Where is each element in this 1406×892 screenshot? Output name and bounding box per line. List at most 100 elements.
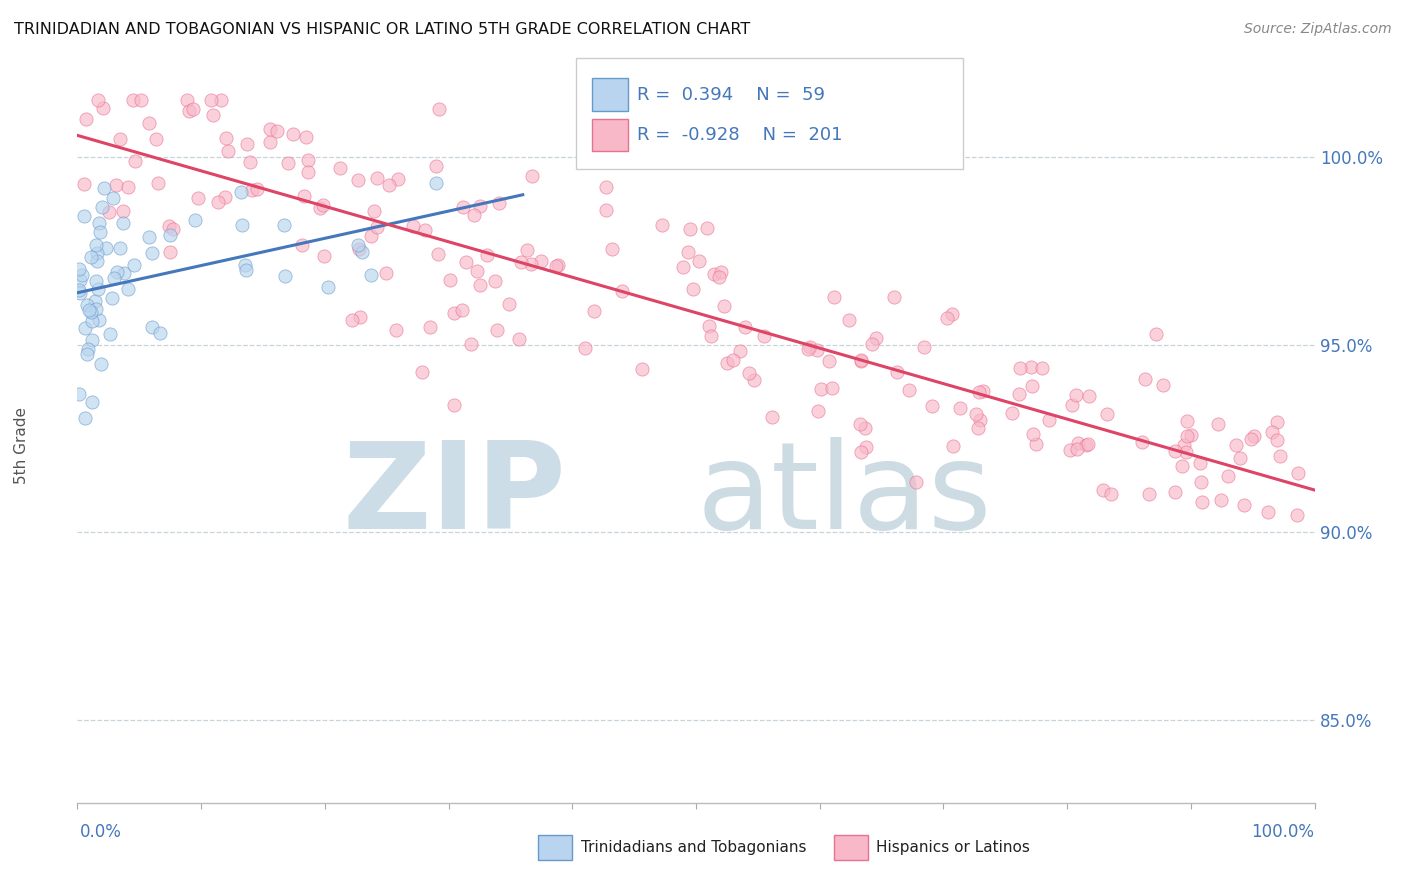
Point: [146, 177, 169, 191]
Point: [1173, 438, 1195, 452]
Point: [1164, 485, 1187, 500]
Point: [965, 407, 987, 421]
Point: [1066, 442, 1088, 456]
Point: [80, 314, 103, 328]
Point: [1007, 387, 1029, 401]
Point: [860, 337, 883, 351]
Point: [419, 320, 441, 334]
Point: [181, 102, 204, 116]
Point: [1077, 437, 1099, 451]
Point: [281, 127, 304, 141]
Point: [1022, 426, 1045, 441]
Point: [468, 277, 491, 292]
Point: [378, 178, 401, 192]
Point: [329, 161, 352, 175]
Point: [678, 245, 700, 260]
Point: [651, 219, 673, 233]
Point: [688, 253, 710, 268]
Point: [231, 218, 253, 232]
Point: [1137, 486, 1160, 500]
Point: [488, 196, 510, 211]
Point: [838, 313, 860, 327]
Point: [86, 274, 108, 288]
Point: [886, 365, 908, 379]
Point: [969, 384, 991, 399]
Text: 100.0%: 100.0%: [1251, 822, 1315, 840]
Point: [1191, 495, 1213, 509]
Point: [352, 244, 374, 259]
Point: [277, 155, 299, 169]
Point: [187, 191, 209, 205]
Point: [1216, 469, 1239, 483]
Point: [1135, 372, 1157, 386]
Point: [1038, 413, 1060, 427]
Point: [851, 444, 873, 458]
Point: [360, 229, 382, 244]
Point: [73, 321, 96, 335]
Point: [1130, 434, 1153, 449]
Point: [184, 213, 207, 227]
Point: [897, 383, 920, 397]
Point: [67, 262, 90, 277]
Point: [679, 221, 702, 235]
Point: [214, 130, 236, 145]
Point: [117, 281, 139, 295]
Point: [366, 171, 388, 186]
Point: [246, 182, 269, 196]
Point: [942, 439, 965, 453]
Point: [734, 320, 756, 334]
Point: [100, 291, 122, 305]
Point: [385, 322, 408, 336]
Point: [347, 238, 370, 252]
Point: [80, 304, 103, 318]
Point: [297, 153, 319, 168]
Point: [425, 159, 447, 173]
Point: [574, 341, 596, 355]
Point: [1031, 361, 1053, 376]
Point: [138, 230, 160, 244]
Point: [84, 301, 107, 316]
Point: [807, 404, 830, 418]
Point: [672, 260, 695, 275]
Point: [1175, 429, 1198, 443]
Point: [818, 354, 841, 368]
Point: [138, 116, 160, 130]
Point: [700, 328, 723, 343]
Point: [941, 307, 963, 321]
Point: [207, 194, 229, 209]
Point: [972, 384, 994, 398]
Point: [797, 343, 820, 357]
Point: [111, 216, 134, 230]
Point: [849, 352, 872, 367]
Point: [1189, 475, 1212, 489]
Point: [259, 136, 281, 150]
Point: [141, 319, 163, 334]
Point: [1265, 433, 1288, 447]
Point: [1066, 387, 1088, 401]
Point: [141, 246, 163, 260]
Point: [484, 274, 506, 288]
Point: [76, 342, 98, 356]
Point: [157, 219, 180, 234]
Text: Source: ZipAtlas.com: Source: ZipAtlas.com: [1244, 22, 1392, 37]
Point: [69, 272, 91, 286]
Point: [1175, 444, 1198, 458]
Point: [105, 265, 128, 279]
Point: [77, 303, 100, 318]
Point: [67, 387, 90, 401]
Point: [97, 205, 120, 219]
Point: [111, 203, 134, 218]
Point: [936, 310, 959, 325]
Text: ZIP: ZIP: [342, 437, 567, 555]
Point: [761, 409, 783, 424]
Point: [73, 177, 96, 191]
Point: [360, 268, 382, 282]
Point: [865, 331, 887, 345]
Point: [443, 306, 465, 320]
Point: [969, 413, 991, 427]
Point: [1229, 451, 1251, 466]
Point: [80, 394, 103, 409]
Point: [86, 254, 108, 268]
Point: [69, 285, 91, 300]
Point: [475, 248, 498, 262]
